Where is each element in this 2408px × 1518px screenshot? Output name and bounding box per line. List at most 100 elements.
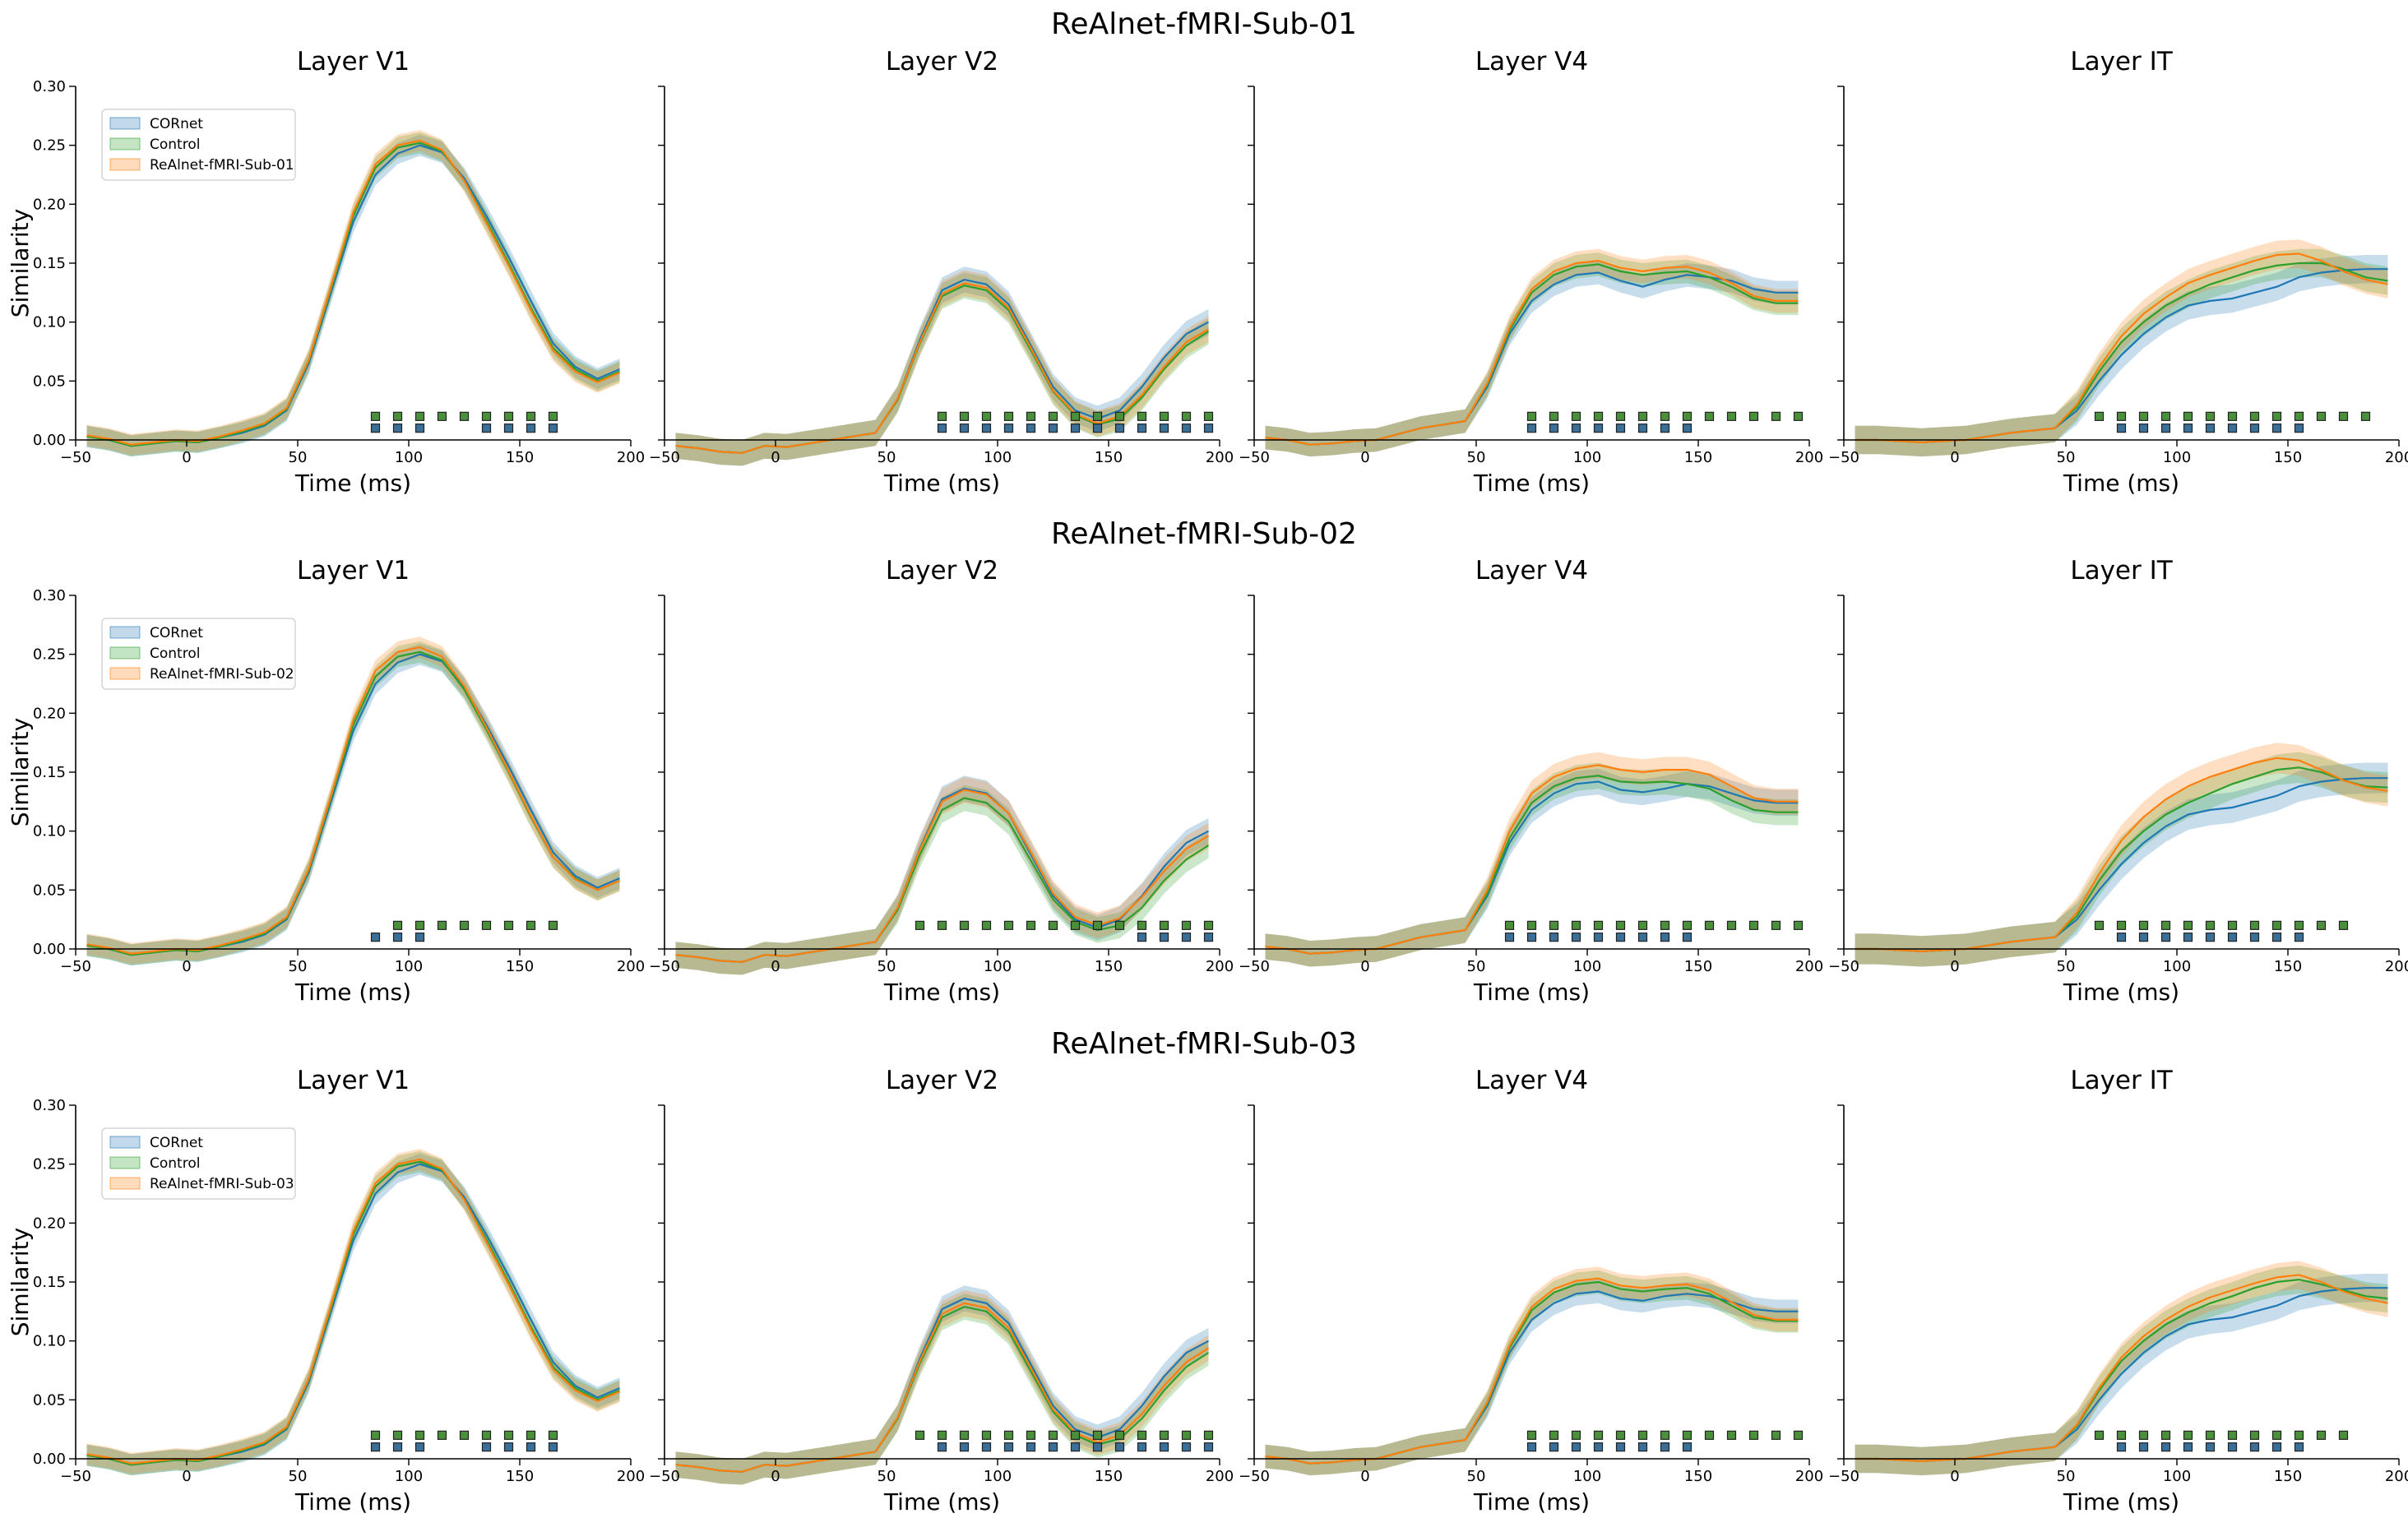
x-tick-label: 50 bbox=[2057, 449, 2076, 466]
sig-marker bbox=[548, 423, 558, 433]
sig-marker bbox=[2116, 411, 2127, 421]
sig-marker bbox=[1092, 1430, 1103, 1440]
legend-swatch bbox=[109, 1156, 141, 1169]
sig-marker bbox=[1549, 411, 1559, 421]
x-axis-label: Time (ms) bbox=[1473, 979, 1590, 1006]
panel-layer-it: Layer IT −50 0 50 100 150 200 Time (ms) bbox=[1828, 47, 2408, 497]
sig-row-control bbox=[370, 1430, 558, 1440]
plot-area bbox=[675, 775, 1210, 975]
x-tick-label: 150 bbox=[2274, 1468, 2302, 1485]
sig-marker bbox=[1771, 920, 1781, 930]
sig-marker bbox=[1593, 1442, 1604, 1452]
y-tick-label: 0.25 bbox=[33, 137, 66, 155]
y-tick-label: 0.05 bbox=[33, 1391, 66, 1409]
sig-marker bbox=[1549, 1442, 1559, 1452]
panel-layer-v4: Layer V4 −50 0 50 100 150 200 Time (ms) bbox=[1239, 1066, 1823, 1516]
x-tick-label: 0 bbox=[1360, 449, 1369, 466]
x-tick-label: −50 bbox=[1828, 1468, 1859, 1485]
x-tick-label: −50 bbox=[60, 449, 91, 466]
sig-marker bbox=[937, 411, 947, 421]
x-tick-label: −50 bbox=[1828, 958, 1859, 975]
sig-marker bbox=[2160, 411, 2171, 421]
x-tick-label: 150 bbox=[1095, 1468, 1123, 1485]
sig-marker bbox=[459, 920, 470, 930]
sig-marker bbox=[1748, 411, 1759, 421]
x-tick-label: −50 bbox=[649, 449, 680, 466]
sig-marker bbox=[1637, 423, 1648, 433]
x-tick-label: 0 bbox=[1360, 958, 1369, 975]
sig-marker bbox=[526, 423, 536, 433]
x-tick-label: 0 bbox=[182, 449, 191, 466]
sig-marker bbox=[1003, 920, 1014, 930]
sig-marker bbox=[1615, 423, 1626, 433]
sig-marker bbox=[1504, 920, 1515, 930]
sig-marker bbox=[1048, 423, 1058, 433]
sig-marker bbox=[1026, 920, 1036, 930]
legend-swatch bbox=[109, 667, 141, 680]
sig-marker bbox=[1726, 920, 1737, 930]
x-tick-label: 150 bbox=[1684, 958, 1712, 975]
band-control bbox=[86, 132, 620, 457]
panel-layer-v2: Layer V2 −50 0 50 100 150 200 Time (ms) bbox=[649, 47, 1234, 497]
sig-marker bbox=[2094, 411, 2105, 421]
sig-marker bbox=[437, 920, 447, 930]
line-realnet-fmri-sub-03 bbox=[86, 1158, 620, 1465]
sig-marker bbox=[1615, 411, 1626, 421]
row-title: ReAlnet-fMRI-Sub-01 bbox=[1051, 7, 1357, 41]
sig-marker bbox=[2116, 423, 2127, 433]
sig-marker bbox=[1181, 411, 1192, 421]
y-tick-label: 0.00 bbox=[33, 1451, 66, 1468]
sig-marker bbox=[1092, 411, 1103, 421]
x-tick-label: −50 bbox=[649, 1468, 680, 1485]
legend-swatch bbox=[109, 626, 141, 639]
x-tick-label: 0 bbox=[182, 958, 191, 975]
sig-marker bbox=[1092, 423, 1103, 433]
panel-title: Layer IT bbox=[2070, 47, 2173, 76]
x-tick-label: 200 bbox=[2385, 1468, 2408, 1485]
sig-marker bbox=[959, 920, 970, 930]
x-tick-label: 0 bbox=[771, 1468, 780, 1485]
sig-marker bbox=[1637, 1442, 1648, 1452]
legend: CORnet Control ReAlnet-fMRI-Sub-03 bbox=[101, 1127, 296, 1200]
sig-marker bbox=[1726, 411, 1737, 421]
sig-marker bbox=[1593, 1430, 1604, 1440]
sig-marker bbox=[2160, 933, 2171, 942]
x-tick-label: 50 bbox=[2057, 958, 2076, 975]
x-tick-label: 150 bbox=[506, 449, 534, 466]
sig-marker bbox=[414, 920, 425, 930]
x-tick-label: 200 bbox=[617, 1468, 645, 1485]
sig-marker bbox=[1571, 423, 1581, 433]
y-tick-label: 0.15 bbox=[33, 764, 66, 781]
x-axis-label: Time (ms) bbox=[294, 470, 411, 497]
sig-marker bbox=[2316, 920, 2327, 930]
x-tick-label: 150 bbox=[1684, 449, 1712, 466]
plot-area bbox=[1265, 248, 1799, 457]
y-axis-label: Similarity bbox=[7, 1228, 34, 1336]
sig-marker bbox=[481, 1430, 492, 1440]
sig-marker bbox=[2183, 423, 2193, 433]
sig-marker bbox=[1114, 1430, 1125, 1440]
sig-marker bbox=[1070, 920, 1081, 930]
panel-layer-v1: Layer V1 −50 0 50 100 150 200 Time (ms) 0.00 0.05… bbox=[7, 47, 645, 497]
sig-marker bbox=[370, 933, 381, 942]
sig-marker bbox=[548, 411, 558, 421]
x-tick-label: 100 bbox=[984, 449, 1012, 466]
sig-marker bbox=[981, 411, 992, 421]
row-title: ReAlnet-fMRI-Sub-02 bbox=[1051, 517, 1357, 551]
sig-marker bbox=[1593, 933, 1604, 942]
sig-marker bbox=[2294, 411, 2304, 421]
legend-swatch bbox=[109, 1136, 141, 1149]
legend-label: CORnet bbox=[150, 116, 203, 132]
sig-marker bbox=[1181, 920, 1192, 930]
sig-marker bbox=[1549, 920, 1559, 930]
sig-marker bbox=[459, 411, 470, 421]
sig-marker bbox=[1615, 1430, 1626, 1440]
sig-marker bbox=[481, 1442, 492, 1452]
legend-label: Control bbox=[150, 646, 200, 662]
sig-marker bbox=[1092, 920, 1103, 930]
sig-marker bbox=[481, 423, 492, 433]
line-realnet-fmri-sub-03 bbox=[1265, 1277, 1799, 1465]
sig-marker bbox=[2249, 1442, 2260, 1452]
x-tick-label: 50 bbox=[289, 958, 308, 975]
sig-marker bbox=[1793, 1430, 1804, 1440]
